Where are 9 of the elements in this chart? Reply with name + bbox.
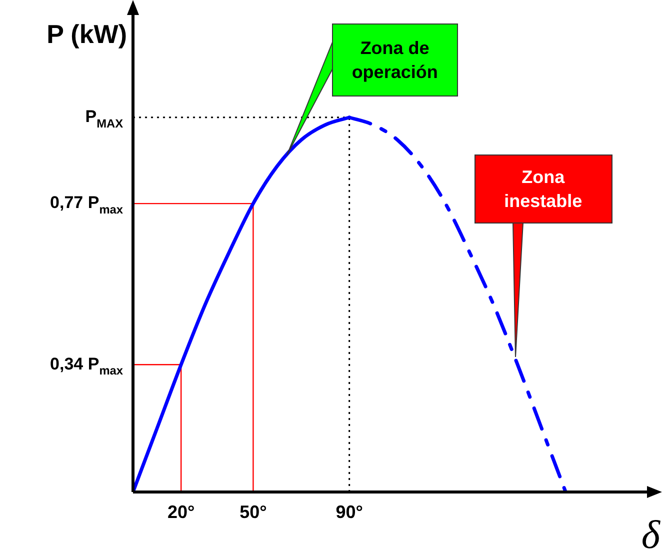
callout-box: Zona de operación [286, 22, 458, 156]
x-tick-label: 20° [167, 502, 195, 522]
annotation: Zona inestable [474, 155, 612, 224]
annotation: Zona de operación [332, 24, 458, 96]
x-tick-label: 50° [240, 502, 267, 522]
x-axis-title: δ [641, 512, 662, 552]
x-tick-label: 90° [336, 502, 363, 522]
callout-box: Zona inestable [474, 154, 613, 358]
y-axis-title: P (kW) [46, 19, 127, 50]
